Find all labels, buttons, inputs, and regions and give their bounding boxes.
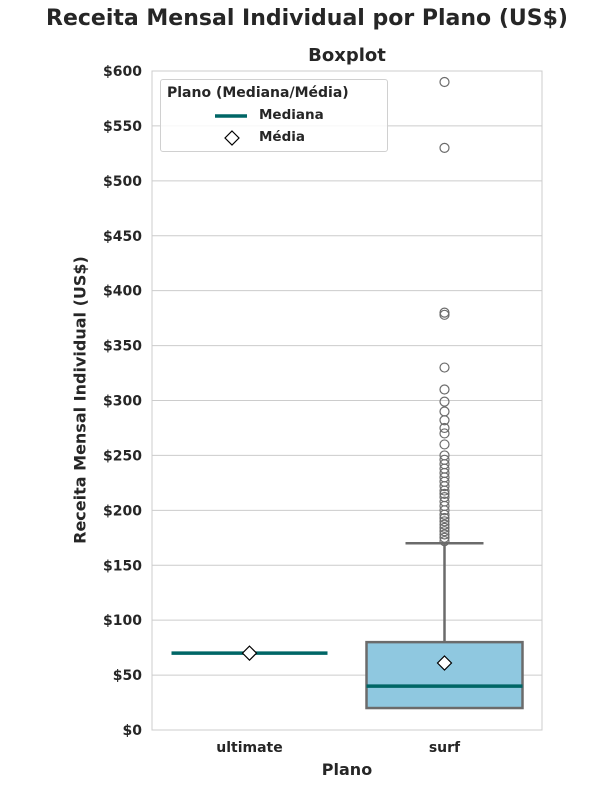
outlier-point: [439, 526, 450, 537]
y-tick-label: $250: [103, 448, 142, 464]
outlier-point: [439, 454, 450, 465]
outlier-point: [439, 535, 450, 547]
mean-diamond-icon: [436, 655, 453, 671]
outlier-point: [439, 142, 450, 153]
legend-label-mean: Média: [259, 129, 305, 145]
legend-label-median: Mediana: [259, 107, 324, 123]
legend-title: Plano (Mediana/Média): [167, 85, 349, 101]
y-tick-label: $600: [103, 64, 142, 80]
plot-frame: [151, 70, 543, 731]
outlier-point: [439, 422, 450, 434]
y-tick-label: $200: [103, 503, 142, 519]
box-surf: [365, 640, 524, 710]
y-tick-label: $550: [103, 119, 142, 135]
legend-item-mean: Média: [161, 129, 387, 149]
outlier-point: [439, 406, 450, 417]
outlier-point: [439, 76, 450, 88]
y-tick-label: $50: [113, 668, 142, 684]
outlier-point: [439, 309, 450, 320]
outlier-point: [439, 362, 450, 373]
x-tick-label: ultimate: [216, 740, 282, 756]
outlier-point: [439, 532, 450, 543]
outlier-point: [439, 396, 450, 407]
y-tick-label: $150: [103, 558, 142, 574]
legend: Plano (Mediana/Média) Mediana Média: [160, 79, 388, 152]
outlier-point: [439, 492, 450, 503]
outlier-point: [439, 384, 450, 395]
y-tick-label: $0: [123, 723, 143, 739]
outlier-point: [439, 522, 450, 534]
line-icon: [215, 114, 247, 118]
outlier-point: [439, 496, 450, 507]
y-tick-label: $450: [103, 229, 142, 245]
x-axis-label: Plano: [321, 760, 373, 779]
outlier-point: [439, 512, 450, 524]
axes-title: Boxplot: [308, 45, 386, 66]
diamond-icon: [224, 130, 240, 146]
outlier-point: [439, 439, 450, 450]
y-tick-label: $100: [103, 613, 142, 629]
outlier-point: [439, 307, 450, 318]
y-tick-label: $350: [103, 339, 142, 355]
y-tick-label: $500: [103, 174, 142, 190]
outlier-point: [439, 488, 450, 499]
y-tick-label: $300: [103, 394, 142, 410]
y-tick-label: $400: [103, 284, 142, 300]
legend-item-median: Mediana: [161, 107, 387, 127]
outlier-point: [439, 516, 450, 527]
mean-diamond-icon: [241, 645, 258, 661]
outlier-point: [439, 450, 450, 461]
outlier-point: [439, 519, 450, 530]
outlier-point: [439, 529, 450, 540]
x-tick-label: surf: [429, 740, 461, 756]
figure-suptitle: Receita Mensal Individual por Plano (US$…: [46, 6, 568, 31]
outlier-point: [439, 428, 450, 439]
